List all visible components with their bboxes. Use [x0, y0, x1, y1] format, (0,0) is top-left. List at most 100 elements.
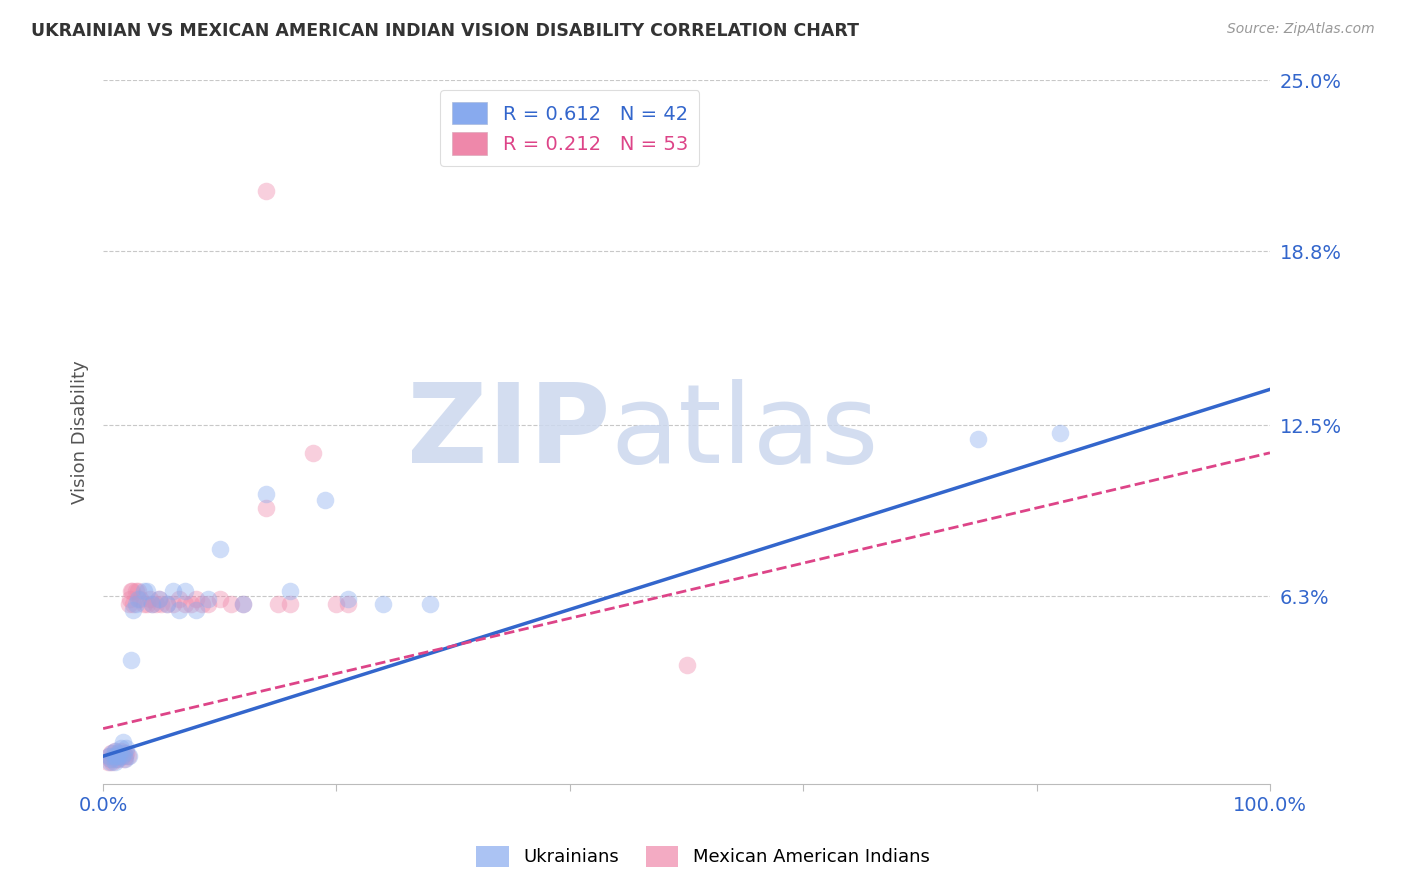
Point [97, 755, 120, 769]
Point [115, 747, 138, 761]
Point [112, 752, 135, 766]
Point [125, 598, 148, 612]
Point [104, 744, 127, 758]
Point [98, 752, 121, 766]
Point [125, 583, 148, 598]
Point [122, 603, 145, 617]
Point [136, 598, 159, 612]
Point [112, 747, 135, 761]
Point [108, 749, 131, 764]
Point [256, 184, 278, 198]
Point [141, 598, 163, 612]
Legend: Ukrainians, Mexican American Indians: Ukrainians, Mexican American Indians [470, 838, 936, 874]
Point [115, 740, 138, 755]
Point [156, 598, 179, 612]
Point [108, 749, 131, 764]
Point [104, 749, 127, 764]
Point [101, 755, 124, 769]
Point [337, 598, 360, 612]
Point [278, 583, 301, 598]
Point [111, 735, 134, 749]
Point [267, 598, 290, 612]
Text: atlas: atlas [610, 378, 879, 485]
Point [419, 598, 441, 612]
Point [104, 744, 127, 758]
Text: UKRAINIAN VS MEXICAN AMERICAN INDIAN VISION DISABILITY CORRELATION CHART: UKRAINIAN VS MEXICAN AMERICAN INDIAN VIS… [31, 22, 859, 40]
Point [118, 749, 141, 764]
Y-axis label: Vision Disability: Vision Disability [72, 360, 89, 504]
Point [967, 432, 990, 446]
Point [118, 598, 141, 612]
Point [145, 598, 167, 612]
Point [167, 591, 190, 606]
Point [256, 500, 278, 515]
Point [107, 747, 129, 761]
Point [325, 598, 347, 612]
Point [156, 598, 179, 612]
Point [232, 598, 254, 612]
Point [104, 749, 127, 764]
Point [107, 752, 129, 766]
Point [208, 542, 231, 557]
Point [105, 747, 128, 761]
Point [120, 583, 142, 598]
Point [117, 749, 139, 764]
Point [150, 598, 173, 612]
Point [127, 591, 149, 606]
Point [148, 591, 170, 606]
Point [97, 749, 120, 764]
Point [98, 755, 121, 769]
Point [167, 603, 190, 617]
Point [136, 583, 159, 598]
Point [97, 749, 120, 764]
Point [105, 752, 128, 766]
Point [173, 583, 195, 598]
Point [173, 598, 195, 612]
Point [180, 598, 202, 612]
Point [278, 598, 301, 612]
Point [100, 747, 122, 761]
Point [129, 591, 152, 606]
Point [121, 583, 143, 598]
Point [337, 591, 360, 606]
Point [675, 658, 697, 673]
Point [101, 747, 124, 761]
Point [139, 591, 162, 606]
Point [141, 598, 163, 612]
Point [110, 740, 132, 755]
Point [100, 752, 122, 766]
Point [1049, 426, 1071, 441]
Point [103, 749, 125, 764]
Point [232, 598, 254, 612]
Point [221, 598, 243, 612]
Point [132, 598, 155, 612]
Point [122, 598, 145, 612]
Point [208, 591, 231, 606]
Point [111, 749, 134, 764]
Point [186, 603, 208, 617]
Text: ZIP: ZIP [408, 378, 610, 485]
Legend: R = 0.612   N = 42, R = 0.212   N = 53: R = 0.612 N = 42, R = 0.212 N = 53 [440, 90, 699, 166]
Point [111, 749, 134, 764]
Point [132, 583, 155, 598]
Point [111, 747, 134, 761]
Point [120, 653, 142, 667]
Point [314, 492, 336, 507]
Point [118, 591, 141, 606]
Point [114, 752, 136, 766]
Point [373, 598, 395, 612]
Point [148, 591, 170, 606]
Point [191, 598, 214, 612]
Point [162, 598, 184, 612]
Point [127, 583, 149, 598]
Text: Source: ZipAtlas.com: Source: ZipAtlas.com [1227, 22, 1375, 37]
Point [197, 591, 219, 606]
Point [186, 591, 208, 606]
Point [104, 752, 127, 766]
Point [114, 749, 136, 764]
Point [197, 598, 219, 612]
Point [162, 583, 184, 598]
Point [103, 749, 125, 764]
Point [104, 755, 127, 769]
Point [256, 487, 278, 501]
